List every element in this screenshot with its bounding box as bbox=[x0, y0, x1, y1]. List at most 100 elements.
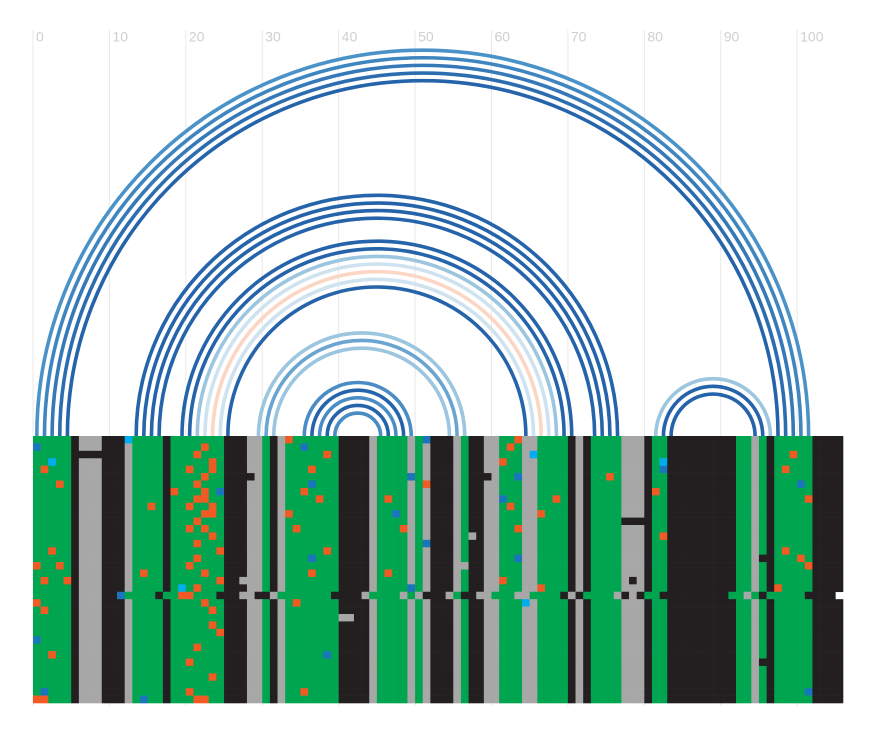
alignment-cell bbox=[835, 480, 844, 489]
alignment-cell bbox=[376, 554, 385, 563]
alignment-cell bbox=[774, 688, 783, 696]
alignment-cell bbox=[308, 658, 317, 667]
alignment-cell bbox=[40, 614, 49, 622]
alignment-cell bbox=[804, 436, 813, 444]
alignment-cell bbox=[300, 658, 309, 667]
alignment-cell bbox=[483, 525, 492, 533]
alignment-cell bbox=[71, 539, 80, 548]
alignment-cell bbox=[651, 599, 660, 607]
alignment-cell bbox=[216, 651, 225, 659]
alignment-cell bbox=[117, 502, 125, 511]
alignment-cell bbox=[139, 510, 148, 518]
alignment-cell bbox=[651, 673, 660, 682]
alignment-cell bbox=[185, 576, 194, 585]
alignment-cell bbox=[460, 651, 469, 659]
x-tick-label: 30 bbox=[265, 29, 281, 45]
alignment-cell bbox=[613, 480, 622, 489]
alignment-cell bbox=[269, 443, 278, 452]
alignment-cell bbox=[269, 473, 278, 481]
alignment-cell bbox=[262, 606, 271, 615]
alignment-cell bbox=[506, 606, 515, 615]
alignment-cell bbox=[781, 651, 790, 659]
alignment-cell bbox=[201, 665, 210, 674]
alignment-cell bbox=[743, 547, 752, 555]
alignment-cell bbox=[430, 606, 439, 615]
alignment-cell bbox=[621, 539, 630, 548]
alignment-cell bbox=[774, 621, 783, 630]
alignment-cell bbox=[606, 532, 615, 541]
alignment-cell bbox=[338, 525, 347, 533]
alignment-cell bbox=[384, 539, 393, 548]
alignment-cell bbox=[636, 517, 645, 526]
alignment-cell bbox=[224, 591, 232, 600]
alignment-cell bbox=[682, 614, 691, 622]
alignment-cell bbox=[499, 495, 508, 504]
alignment-cell bbox=[109, 547, 118, 555]
alignment-cell bbox=[491, 532, 500, 541]
alignment-cell bbox=[277, 487, 286, 496]
alignment-cell bbox=[353, 643, 362, 652]
alignment-cell bbox=[544, 443, 553, 452]
x-tick-label: 50 bbox=[418, 29, 434, 45]
alignment-cell bbox=[812, 517, 821, 526]
alignment-cell bbox=[499, 458, 508, 466]
alignment-cell bbox=[193, 487, 202, 496]
alignment-cell bbox=[697, 510, 706, 518]
alignment-cell bbox=[262, 599, 271, 607]
alignment-cell bbox=[155, 621, 164, 630]
alignment-cell bbox=[667, 651, 676, 659]
alignment-cell bbox=[155, 495, 164, 504]
alignment-cell bbox=[361, 599, 370, 607]
alignment-cell bbox=[804, 473, 813, 481]
alignment-cell bbox=[231, 576, 240, 585]
alignment-cell bbox=[132, 636, 141, 644]
alignment-cell bbox=[827, 539, 836, 548]
alignment-cell bbox=[78, 487, 87, 496]
alignment-cell bbox=[797, 599, 806, 607]
alignment-cell bbox=[766, 547, 775, 555]
alignment-cell bbox=[613, 487, 622, 496]
alignment-cell bbox=[139, 665, 148, 674]
alignment-cell bbox=[285, 606, 294, 615]
alignment-cell bbox=[736, 443, 744, 452]
alignment-cell bbox=[415, 651, 424, 659]
alignment-cell bbox=[713, 658, 722, 667]
alignment-cell bbox=[560, 487, 569, 496]
alignment-cell bbox=[499, 576, 508, 585]
alignment-cell bbox=[613, 643, 622, 652]
alignment-cell bbox=[147, 606, 156, 615]
alignment-cell bbox=[353, 562, 362, 570]
alignment-cell bbox=[812, 584, 821, 593]
alignment-cell bbox=[789, 569, 798, 578]
alignment-cell bbox=[40, 599, 49, 607]
alignment-cell bbox=[514, 487, 523, 496]
alignment-cell bbox=[736, 532, 744, 541]
alignment-cell bbox=[460, 517, 469, 526]
alignment-cell bbox=[613, 651, 622, 659]
alignment-cell bbox=[774, 576, 783, 585]
alignment-cell bbox=[101, 658, 110, 667]
alignment-cell bbox=[193, 584, 202, 593]
alignment-cell bbox=[178, 665, 187, 674]
alignment-cell bbox=[690, 562, 699, 570]
alignment-cell bbox=[705, 525, 714, 533]
alignment-cell bbox=[476, 517, 485, 526]
alignment-cell bbox=[139, 450, 148, 459]
alignment-cell bbox=[109, 569, 118, 578]
alignment-cell bbox=[415, 680, 424, 689]
alignment-cell bbox=[697, 465, 706, 474]
alignment-cell bbox=[667, 502, 676, 511]
alignment-cell bbox=[338, 443, 347, 452]
alignment-cell bbox=[445, 562, 454, 570]
alignment-cell bbox=[392, 680, 401, 689]
alignment-cell bbox=[659, 651, 668, 659]
alignment-cell bbox=[598, 599, 607, 607]
alignment-cell bbox=[751, 480, 760, 489]
alignment-cell bbox=[147, 458, 156, 466]
alignment-cell bbox=[736, 665, 744, 674]
alignment-cell bbox=[644, 576, 653, 585]
alignment-cell bbox=[101, 643, 110, 652]
alignment-cell bbox=[567, 517, 576, 526]
alignment-cell bbox=[552, 458, 561, 466]
alignment-cell bbox=[705, 569, 714, 578]
